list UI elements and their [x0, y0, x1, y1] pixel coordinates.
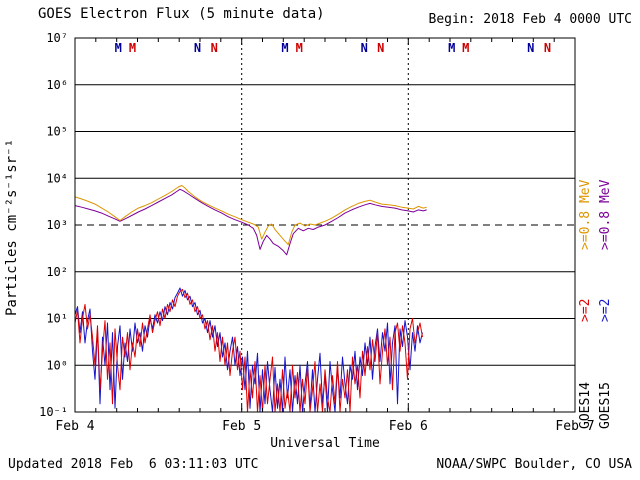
svg-text:10⁴: 10⁴ — [46, 171, 68, 185]
svg-text:Feb 6: Feb 6 — [389, 419, 428, 434]
svg-text:M: M — [281, 41, 288, 55]
svg-text:10⁶: 10⁶ — [46, 78, 68, 92]
svg-text:10⁻¹: 10⁻¹ — [39, 405, 68, 419]
svg-text:N: N — [211, 41, 218, 55]
svg-text:Feb 7: Feb 7 — [555, 419, 594, 434]
legend-goes14-satellite-label: GOES14 — [578, 382, 593, 429]
svg-text:N: N — [544, 41, 551, 55]
svg-text:M: M — [129, 41, 136, 55]
svg-text:10²: 10² — [46, 265, 68, 279]
svg-text:N: N — [527, 41, 534, 55]
x-axis-label: Universal Time — [270, 436, 380, 451]
svg-text:M: M — [448, 41, 455, 55]
legend-goes14-e2-label: >=2 — [578, 298, 593, 322]
svg-text:N: N — [194, 41, 201, 55]
svg-text:M: M — [296, 41, 303, 55]
svg-text:10⁵: 10⁵ — [46, 125, 68, 139]
svg-text:10⁰: 10⁰ — [46, 358, 68, 372]
page-title: GOES Electron Flux (5 minute data) — [38, 6, 325, 22]
svg-text:N: N — [361, 41, 368, 55]
svg-text:10³: 10³ — [46, 218, 68, 232]
begin-timestamp: Begin: 2018 Feb 4 0000 UTC — [428, 12, 633, 27]
svg-text:M: M — [462, 41, 469, 55]
y-axis-label: Particles cm⁻²s⁻¹sr⁻¹ — [4, 138, 20, 316]
svg-text:Feb 4: Feb 4 — [55, 419, 94, 434]
svg-text:10⁷: 10⁷ — [46, 31, 68, 45]
svg-text:M: M — [115, 41, 122, 55]
legend-goes15-satellite-label: GOES15 — [598, 382, 613, 429]
svg-text:N: N — [377, 41, 384, 55]
legend-goes15-e2-label: >=2 — [598, 298, 613, 322]
svg-text:Feb 5: Feb 5 — [222, 419, 261, 434]
legend-goes14-e08-label: >=0.8 MeV — [578, 179, 593, 250]
legend-goes15-e08-label: >=0.8 MeV — [598, 179, 613, 250]
svg-text:10¹: 10¹ — [46, 312, 68, 326]
credit-text: NOAA/SWPC Boulder, CO USA — [436, 457, 632, 472]
updated-timestamp: Updated 2018 Feb 6 03:11:03 UTC — [8, 457, 259, 472]
